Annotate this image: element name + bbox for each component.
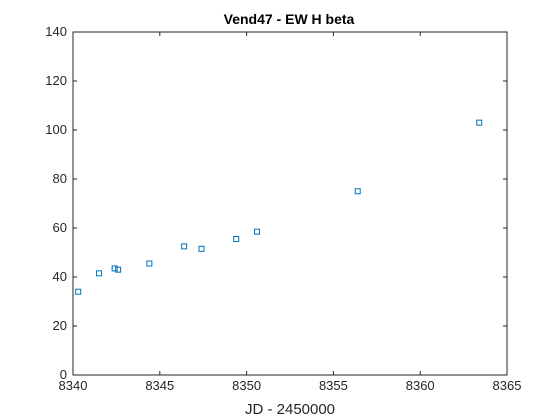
y-tick-label: 100 bbox=[45, 122, 67, 137]
y-tick-label: 0 bbox=[60, 367, 67, 382]
x-tick-label: 8355 bbox=[319, 378, 348, 393]
y-tick-label: 40 bbox=[53, 269, 67, 284]
plot-area-box bbox=[72, 31, 508, 376]
data-points bbox=[75, 119, 483, 295]
x-tick-label: 8340 bbox=[59, 378, 88, 393]
y-tick-label: 80 bbox=[53, 171, 67, 186]
y-axis-ticks: 0 20 40 60 80 100 120 140 bbox=[45, 24, 507, 382]
data-point-marker bbox=[181, 243, 188, 250]
x-axis-label: JD - 2450000 bbox=[245, 401, 335, 418]
data-point-marker bbox=[96, 270, 103, 277]
data-point-marker bbox=[115, 266, 122, 273]
data-point-marker bbox=[254, 228, 261, 235]
y-tick-label: 140 bbox=[45, 24, 67, 39]
data-point-marker bbox=[476, 119, 483, 126]
chart-title: Vend47 - EW H beta bbox=[224, 11, 355, 27]
y-tick-label: 60 bbox=[53, 220, 67, 235]
x-axis-ticks: 8340 8345 8350 8355 8360 8365 bbox=[59, 32, 522, 393]
y-tick-label: 20 bbox=[53, 318, 67, 333]
y-tick-label: 120 bbox=[45, 73, 67, 88]
data-point-marker bbox=[111, 265, 118, 272]
data-point-marker bbox=[198, 245, 205, 252]
x-tick-label: 8360 bbox=[406, 378, 435, 393]
x-tick-label: 8350 bbox=[232, 378, 261, 393]
data-point-marker bbox=[75, 288, 82, 295]
data-point-marker bbox=[233, 236, 240, 243]
data-point-marker bbox=[146, 260, 153, 267]
x-tick-label: 8345 bbox=[145, 378, 174, 393]
x-tick-label: 8365 bbox=[493, 378, 522, 393]
data-point-marker bbox=[354, 188, 361, 195]
